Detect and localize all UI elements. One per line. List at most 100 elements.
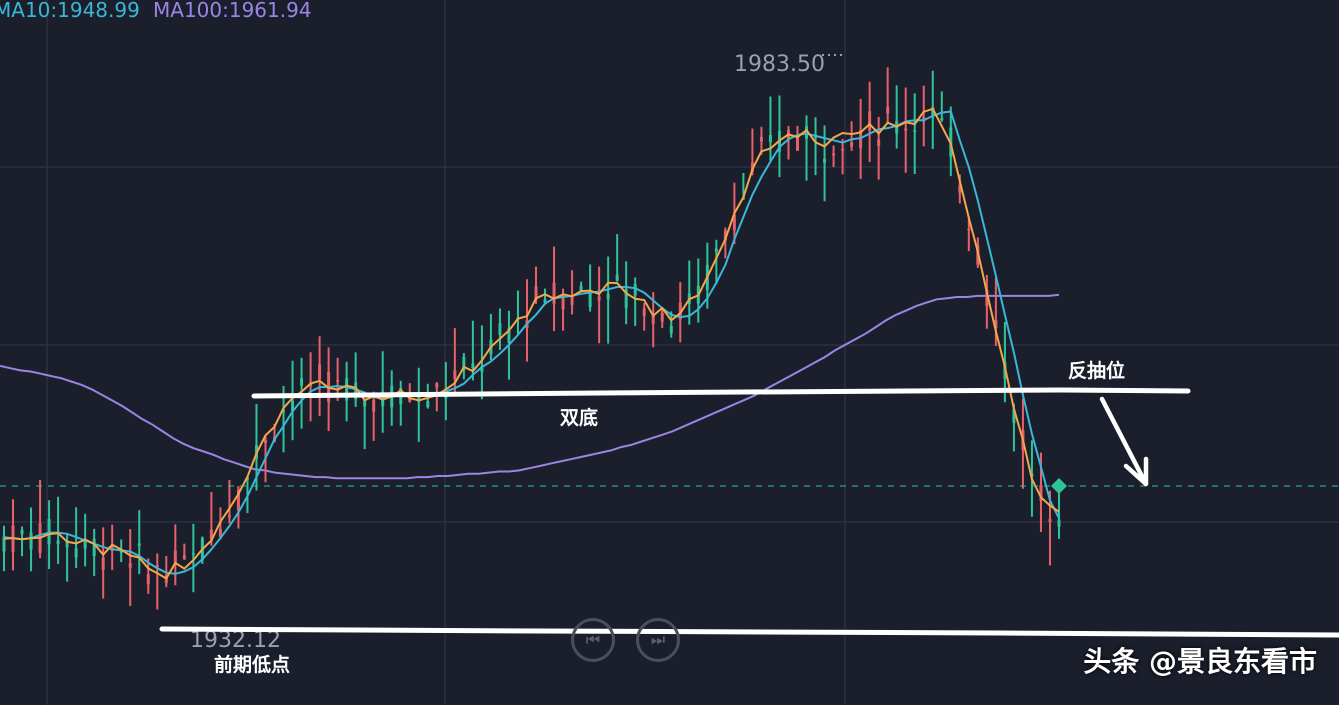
- candle-body-52: [471, 363, 475, 369]
- ma-lines-group: [3, 107, 1060, 580]
- candle-body-110: [994, 320, 998, 328]
- candle-body-116: [1048, 519, 1052, 523]
- candle-body-45: [408, 397, 412, 402]
- candle-body-79: [714, 248, 718, 252]
- candles-group: [2, 67, 1061, 610]
- next-button[interactable]: ⏭: [636, 618, 680, 662]
- current-price-marker: [1051, 478, 1067, 494]
- ma10-line: [3, 110, 1060, 575]
- candle-body-93: [841, 148, 845, 151]
- prior-low-line: [159, 626, 1339, 638]
- candle-body-62: [561, 295, 565, 310]
- candle-body-60: [543, 299, 547, 303]
- candle-body-63: [570, 295, 574, 305]
- candle-body-55: [498, 323, 502, 336]
- candle-body-69: [624, 289, 628, 308]
- candle-body-80: [723, 230, 727, 241]
- candle-body-74: [669, 325, 673, 334]
- ma5-line: [3, 107, 1060, 580]
- skip-forward-icon: ⏭: [650, 630, 666, 649]
- candle-body-100: [904, 128, 908, 131]
- candle-body-112: [1012, 409, 1016, 424]
- prior-low-annotation: 前期低点: [214, 653, 290, 676]
- candle-body-14: [128, 563, 132, 568]
- candle-body-75: [678, 302, 682, 320]
- candle-body-95: [859, 130, 863, 149]
- candle-body-71: [642, 308, 646, 317]
- ma100-line-group: [0, 293, 1060, 480]
- candle-body-73: [660, 312, 664, 322]
- down-arrow: [1099, 396, 1149, 487]
- candle-body-47: [426, 401, 430, 408]
- candle-body-32: [291, 400, 295, 411]
- ma100-legend: MA100:1961.94: [153, 0, 312, 22]
- candle-body-89: [805, 126, 809, 139]
- ma100-line: [0, 293, 1060, 480]
- candle-body-24: [218, 529, 222, 537]
- candle-body-85: [768, 134, 772, 143]
- candle-body-98: [886, 107, 890, 114]
- candle-body-51: [462, 356, 466, 370]
- candle-body-7: [65, 540, 69, 548]
- candle-body-97: [877, 139, 881, 146]
- candle-body-37: [336, 380, 340, 382]
- candle-body-103: [931, 106, 935, 116]
- candle-body-84: [759, 136, 763, 142]
- candle-body-72: [651, 315, 655, 324]
- candle-body-16: [146, 574, 150, 585]
- candle-body-3: [29, 532, 33, 550]
- candle-body-13: [119, 551, 123, 553]
- candle-body-96: [868, 111, 872, 131]
- candle-body-34: [309, 383, 313, 387]
- candle-body-66: [597, 296, 601, 301]
- prev-button[interactable]: ⏮: [571, 618, 615, 662]
- candle-body-10: [92, 538, 96, 557]
- candle-body-46: [417, 392, 421, 402]
- candle-body-40: [363, 399, 367, 407]
- candle-body-41: [372, 399, 376, 412]
- candle-body-31: [282, 410, 286, 413]
- candle-body-65: [588, 291, 592, 308]
- candle-body-2: [20, 529, 24, 535]
- candle-body-8: [74, 548, 78, 558]
- candle-body-39: [354, 382, 358, 400]
- candle-body-17: [155, 565, 159, 568]
- candle-body-23: [209, 529, 213, 540]
- candle-body-15: [137, 543, 141, 546]
- candle-body-48: [435, 383, 439, 388]
- candle-body-106: [958, 185, 962, 193]
- candle-body-20: [182, 555, 186, 559]
- candle-body-21: [191, 553, 195, 555]
- candle-body-38: [345, 378, 349, 401]
- candle-body-19: [173, 550, 177, 565]
- candle-body-50: [453, 370, 457, 379]
- high-price-label: 1983.50: [734, 52, 825, 77]
- candle-body-35: [318, 364, 322, 380]
- candle-body-59: [534, 286, 538, 301]
- candle-body-61: [552, 282, 556, 304]
- skip-back-icon: ⏮: [585, 630, 601, 649]
- candle-body-53: [480, 366, 484, 372]
- candle-body-9: [83, 540, 87, 549]
- candle-body-104: [940, 117, 944, 120]
- candle-body-64: [579, 285, 583, 292]
- double-bottom-line: [251, 387, 1191, 399]
- ma10-legend: MA10:1948.99: [0, 0, 140, 22]
- candle-body-6: [56, 540, 60, 545]
- candle-body-117: [1057, 519, 1061, 527]
- candle-body-115: [1039, 484, 1043, 501]
- candle-body-11: [101, 557, 105, 570]
- candle-body-94: [850, 142, 854, 147]
- watermark: 头条 @景良东看市: [1083, 645, 1317, 678]
- candle-body-25: [227, 515, 231, 518]
- candle-body-33: [300, 378, 304, 386]
- candle-body-92: [832, 153, 836, 156]
- low-price-label: 1932.12: [190, 628, 281, 653]
- candle-body-56: [507, 328, 511, 343]
- candle-body-101: [913, 130, 917, 132]
- candle-body-67: [606, 293, 610, 300]
- double-bottom-annotation: 双底: [560, 406, 598, 429]
- candle-body-91: [823, 158, 827, 163]
